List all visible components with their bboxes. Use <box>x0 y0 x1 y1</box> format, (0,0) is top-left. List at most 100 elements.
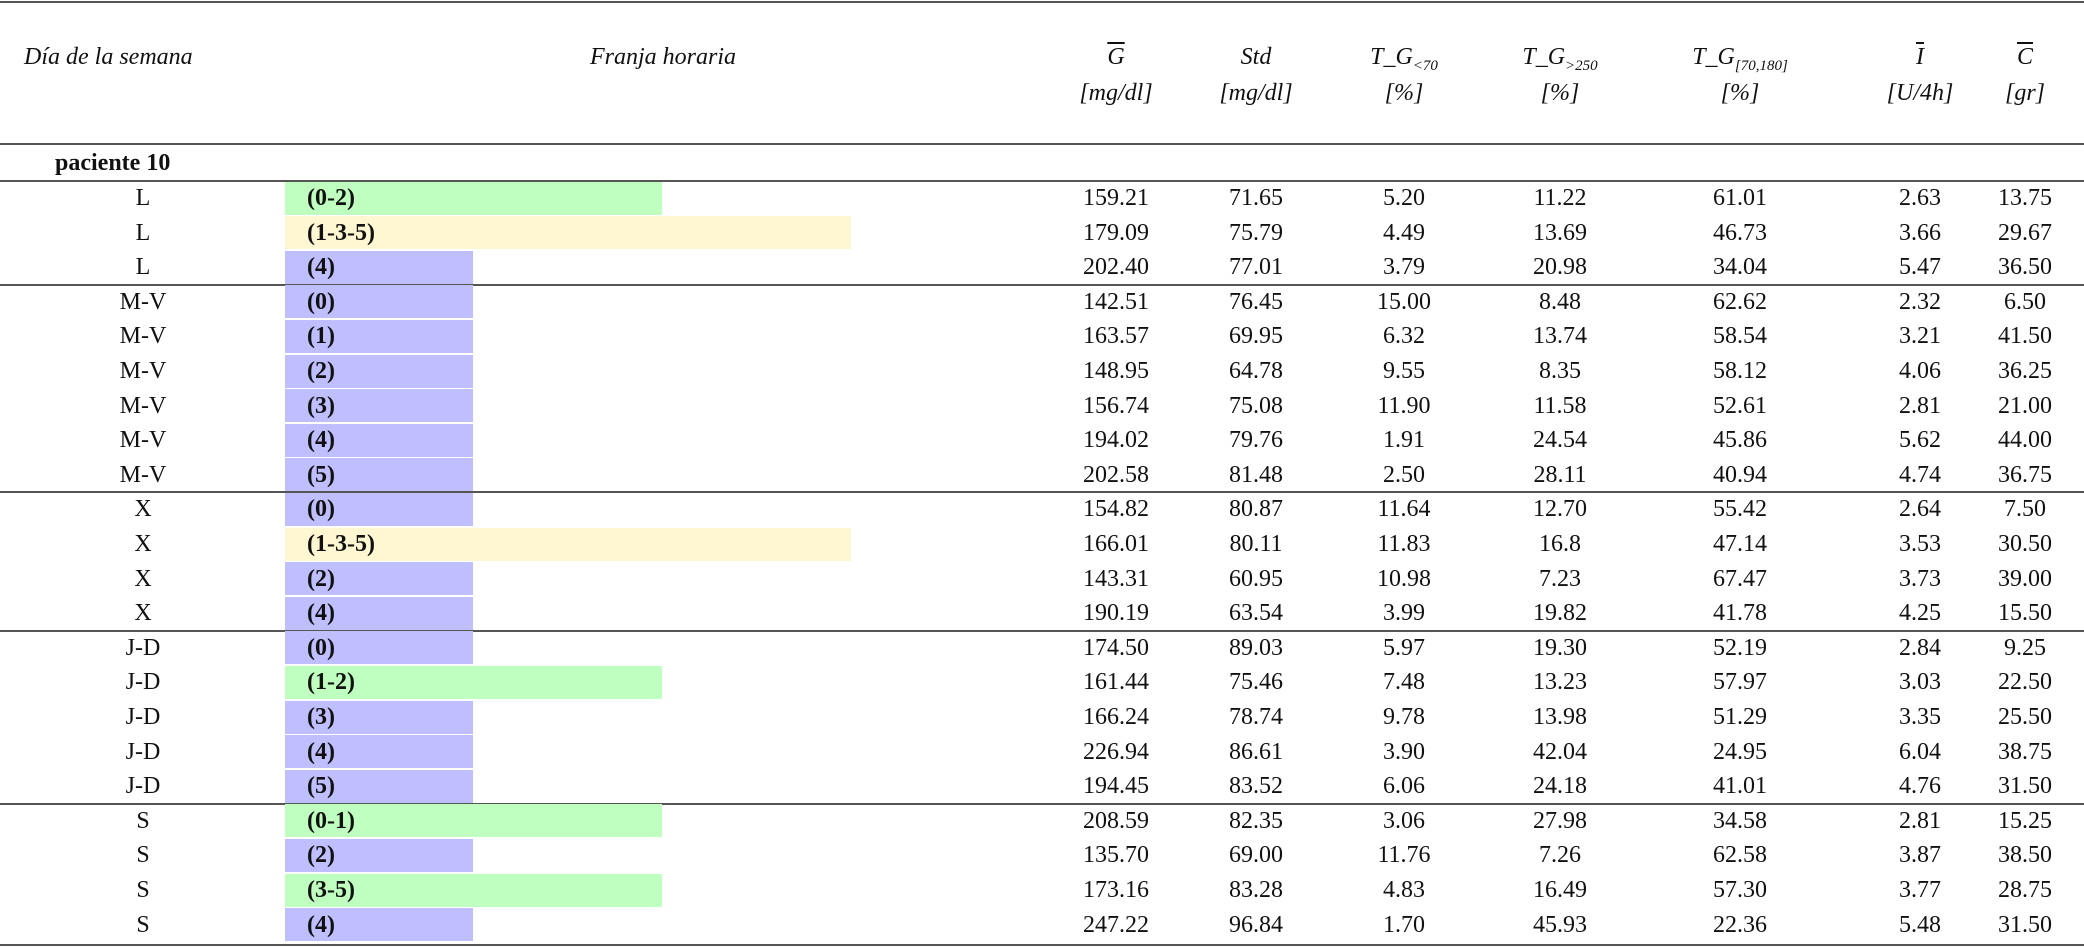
franja-cell: (0-1) <box>307 807 355 834</box>
franja-cell: (2) <box>307 358 335 384</box>
time-band <box>285 181 662 215</box>
value-cell: 4.49 <box>1383 219 1425 246</box>
time-band <box>285 838 473 872</box>
time-band <box>285 216 851 250</box>
franja-cell: (4) <box>307 911 335 938</box>
value-cell: 202.58 <box>1083 461 1149 488</box>
rule <box>0 143 2084 145</box>
day-cell: J-D <box>125 704 161 730</box>
column-header: C <box>2017 40 2033 74</box>
franja-cell: (3) <box>307 704 335 730</box>
value-cell: 13.74 <box>1533 323 1587 350</box>
value-cell: 159.21 <box>1083 185 1149 211</box>
column-symbol: G <box>1107 44 1125 70</box>
value-cell: 40.94 <box>1713 461 1767 488</box>
day-cell: M-V <box>119 427 167 454</box>
value-cell: 1.91 <box>1383 427 1425 454</box>
time-band <box>285 458 473 492</box>
value-cell: 38.75 <box>1998 738 2052 765</box>
value-cell: 5.48 <box>1899 911 1941 938</box>
value-cell: 5.97 <box>1383 634 1425 661</box>
value-cell: 11.90 <box>1377 392 1431 419</box>
day-cell: L <box>135 219 151 246</box>
value-cell: 2.64 <box>1899 496 1941 523</box>
value-cell: 62.62 <box>1713 288 1767 315</box>
value-cell: 3.53 <box>1899 531 1941 557</box>
value-cell: 81.48 <box>1229 461 1283 488</box>
value-cell: 5.47 <box>1899 254 1941 281</box>
value-cell: 15.25 <box>1998 807 2052 834</box>
column-header: I <box>1916 40 1924 74</box>
column-header: G <box>1107 40 1124 74</box>
day-cell: S <box>136 842 150 869</box>
day-cell: S <box>136 911 150 938</box>
time-band <box>285 769 473 803</box>
value-cell: 79.76 <box>1229 427 1283 454</box>
value-cell: 247.22 <box>1083 911 1149 938</box>
franja-cell: (1-3-5) <box>307 531 375 557</box>
value-cell: 135.70 <box>1083 842 1149 869</box>
value-cell: 11.58 <box>1533 392 1587 419</box>
value-cell: 28.11 <box>1533 461 1587 488</box>
day-cell: S <box>136 807 150 834</box>
value-cell: 24.54 <box>1533 427 1587 454</box>
value-cell: 75.46 <box>1229 669 1283 696</box>
day-cell: J-D <box>125 773 161 800</box>
column-symbol: C <box>2016 44 2034 70</box>
column-unit: [mg/dl] <box>1079 80 1153 106</box>
value-cell: 45.93 <box>1533 911 1587 938</box>
value-cell: 202.40 <box>1083 254 1149 281</box>
value-cell: 2.50 <box>1383 461 1425 488</box>
column-subscript: >250 <box>1565 57 1598 74</box>
day-cell: X <box>134 496 152 523</box>
value-cell: 61.01 <box>1713 185 1767 211</box>
value-cell: 6.04 <box>1899 738 1941 765</box>
value-cell: 41.01 <box>1713 773 1767 800</box>
value-cell: 38.50 <box>1998 842 2052 869</box>
day-cell: X <box>134 531 152 557</box>
value-cell: 7.50 <box>2004 496 2046 523</box>
value-cell: 62.58 <box>1713 842 1767 869</box>
column-subscript: <70 <box>1412 57 1438 74</box>
value-cell: 4.76 <box>1899 773 1941 800</box>
value-cell: 57.97 <box>1713 669 1767 696</box>
column-symbol: T_G <box>1522 44 1566 70</box>
value-cell: 166.24 <box>1083 704 1149 730</box>
column-subscript: [70,180] <box>1734 57 1788 74</box>
time-band <box>285 596 473 630</box>
value-cell: 82.35 <box>1229 807 1283 834</box>
rule <box>0 491 2084 494</box>
value-cell: 194.02 <box>1083 427 1149 454</box>
time-band <box>285 631 473 665</box>
value-cell: 75.08 <box>1229 392 1283 419</box>
value-cell: 63.54 <box>1229 600 1283 627</box>
column-symbol: I <box>1916 44 1924 70</box>
column-header: T_G<70 <box>1370 40 1438 83</box>
day-cell: S <box>136 877 150 903</box>
column-header: Día de la semana <box>24 44 193 70</box>
day-cell: J-D <box>125 738 161 765</box>
value-cell: 3.03 <box>1899 669 1941 696</box>
value-cell: 5.20 <box>1383 185 1425 211</box>
value-cell: 22.36 <box>1713 911 1767 938</box>
value-cell: 12.70 <box>1533 496 1587 523</box>
franja-cell: (0) <box>307 288 335 315</box>
value-cell: 15.00 <box>1377 288 1431 315</box>
value-cell: 8.48 <box>1539 288 1581 315</box>
value-cell: 42.04 <box>1533 738 1587 765</box>
value-cell: 44.00 <box>1998 427 2052 454</box>
value-cell: 60.95 <box>1229 565 1283 592</box>
value-cell: 9.78 <box>1383 704 1425 730</box>
value-cell: 69.00 <box>1229 842 1283 869</box>
value-cell: 3.21 <box>1899 323 1941 350</box>
value-cell: 45.86 <box>1713 427 1767 454</box>
value-cell: 13.69 <box>1533 219 1587 246</box>
franja-cell: (3-5) <box>307 877 355 903</box>
value-cell: 8.35 <box>1539 358 1581 384</box>
value-cell: 31.50 <box>1998 773 2052 800</box>
value-cell: 142.51 <box>1083 288 1149 315</box>
day-cell: M-V <box>119 323 167 350</box>
value-cell: 179.09 <box>1083 219 1149 246</box>
column-header: T_G[70,180] <box>1692 40 1788 83</box>
